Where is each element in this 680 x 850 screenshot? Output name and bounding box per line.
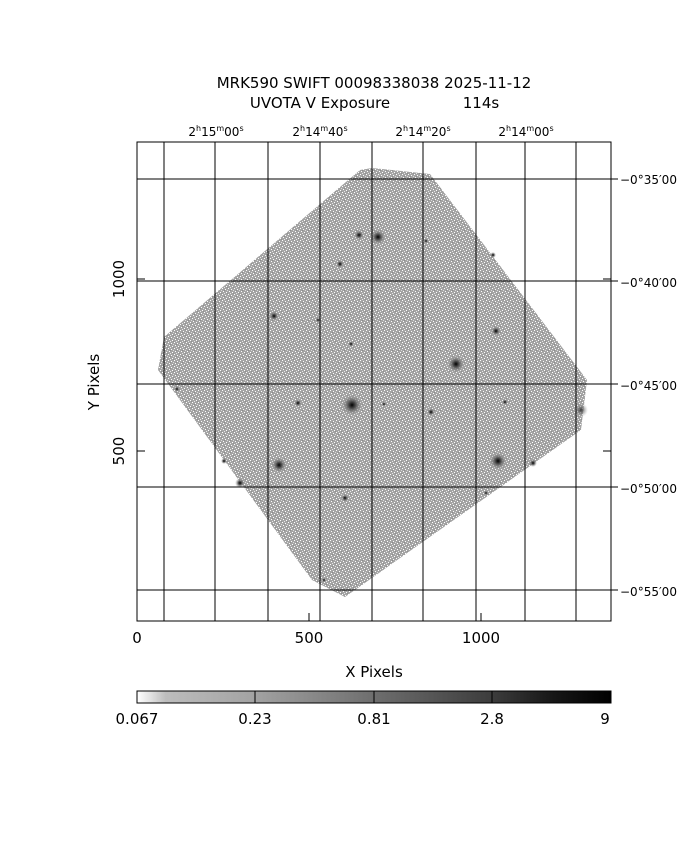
ra-labels: 2h15m00s 2h14m40s 2h14m20s 2h14m00s xyxy=(188,124,553,139)
exposure-image xyxy=(158,168,588,597)
star xyxy=(341,394,363,416)
ra-tick-label: 2h15m00s xyxy=(188,124,243,139)
colorbar-label: 2.8 xyxy=(480,710,504,728)
x-tick-label: 0 xyxy=(132,629,142,647)
star xyxy=(381,401,387,407)
star xyxy=(174,386,180,392)
star xyxy=(491,326,501,336)
x-tick-label: 500 xyxy=(295,629,324,647)
plot-frame xyxy=(136,141,612,622)
figure-title: MRK590 SWIFT 00098338038 2025-11-12 xyxy=(217,74,532,92)
star xyxy=(370,229,386,245)
star xyxy=(574,403,588,417)
star xyxy=(235,478,245,488)
ra-tick-label: 2h14m20s xyxy=(395,124,450,139)
stars xyxy=(174,229,588,583)
y-tick-label: 500 xyxy=(110,437,128,466)
colorbar-label: 9 xyxy=(600,710,610,728)
star xyxy=(502,399,508,405)
star xyxy=(529,459,537,467)
dec-tick-label: −0°40′00 xyxy=(620,276,677,290)
dec-labels: −0°35′00 −0°40′00 −0°45′00 −0°50′00 −0°5… xyxy=(620,173,677,599)
star xyxy=(423,238,429,244)
star xyxy=(269,311,279,321)
star xyxy=(489,452,507,470)
ra-tick-label: 2h14m40s xyxy=(292,124,347,139)
colorbar-label: 0.23 xyxy=(238,710,271,728)
star xyxy=(447,355,465,373)
dec-tick-label: −0°45′00 xyxy=(620,379,677,393)
dec-tick-label: −0°50′00 xyxy=(620,482,677,496)
star xyxy=(321,577,327,583)
star xyxy=(490,252,496,258)
star xyxy=(483,490,489,496)
dec-tick-label: −0°55′00 xyxy=(620,585,677,599)
star xyxy=(427,408,435,416)
star xyxy=(336,260,344,268)
ra-tick-label: 2h14m00s xyxy=(498,124,553,139)
y-axis-label: Y Pixels xyxy=(85,354,103,412)
star xyxy=(294,399,302,407)
exposure-time: 114s xyxy=(463,94,500,112)
star xyxy=(354,230,364,240)
star xyxy=(315,317,321,323)
exposure-label: UVOTA V Exposure xyxy=(250,94,390,112)
star xyxy=(348,341,354,347)
star xyxy=(271,457,287,473)
pixel-ticks xyxy=(136,178,618,621)
star xyxy=(341,494,349,502)
colorbar-label: 0.81 xyxy=(357,710,390,728)
star xyxy=(221,458,227,464)
x-tick-label: 1000 xyxy=(462,629,500,647)
dec-tick-label: −0°35′00 xyxy=(620,173,677,187)
colorbar-label: 0.067 xyxy=(116,710,159,728)
x-axis-label: X Pixels xyxy=(345,663,403,681)
coordinate-grid xyxy=(137,142,611,621)
y-tick-label: 1000 xyxy=(110,260,128,298)
colorbar-ticks xyxy=(254,691,493,703)
